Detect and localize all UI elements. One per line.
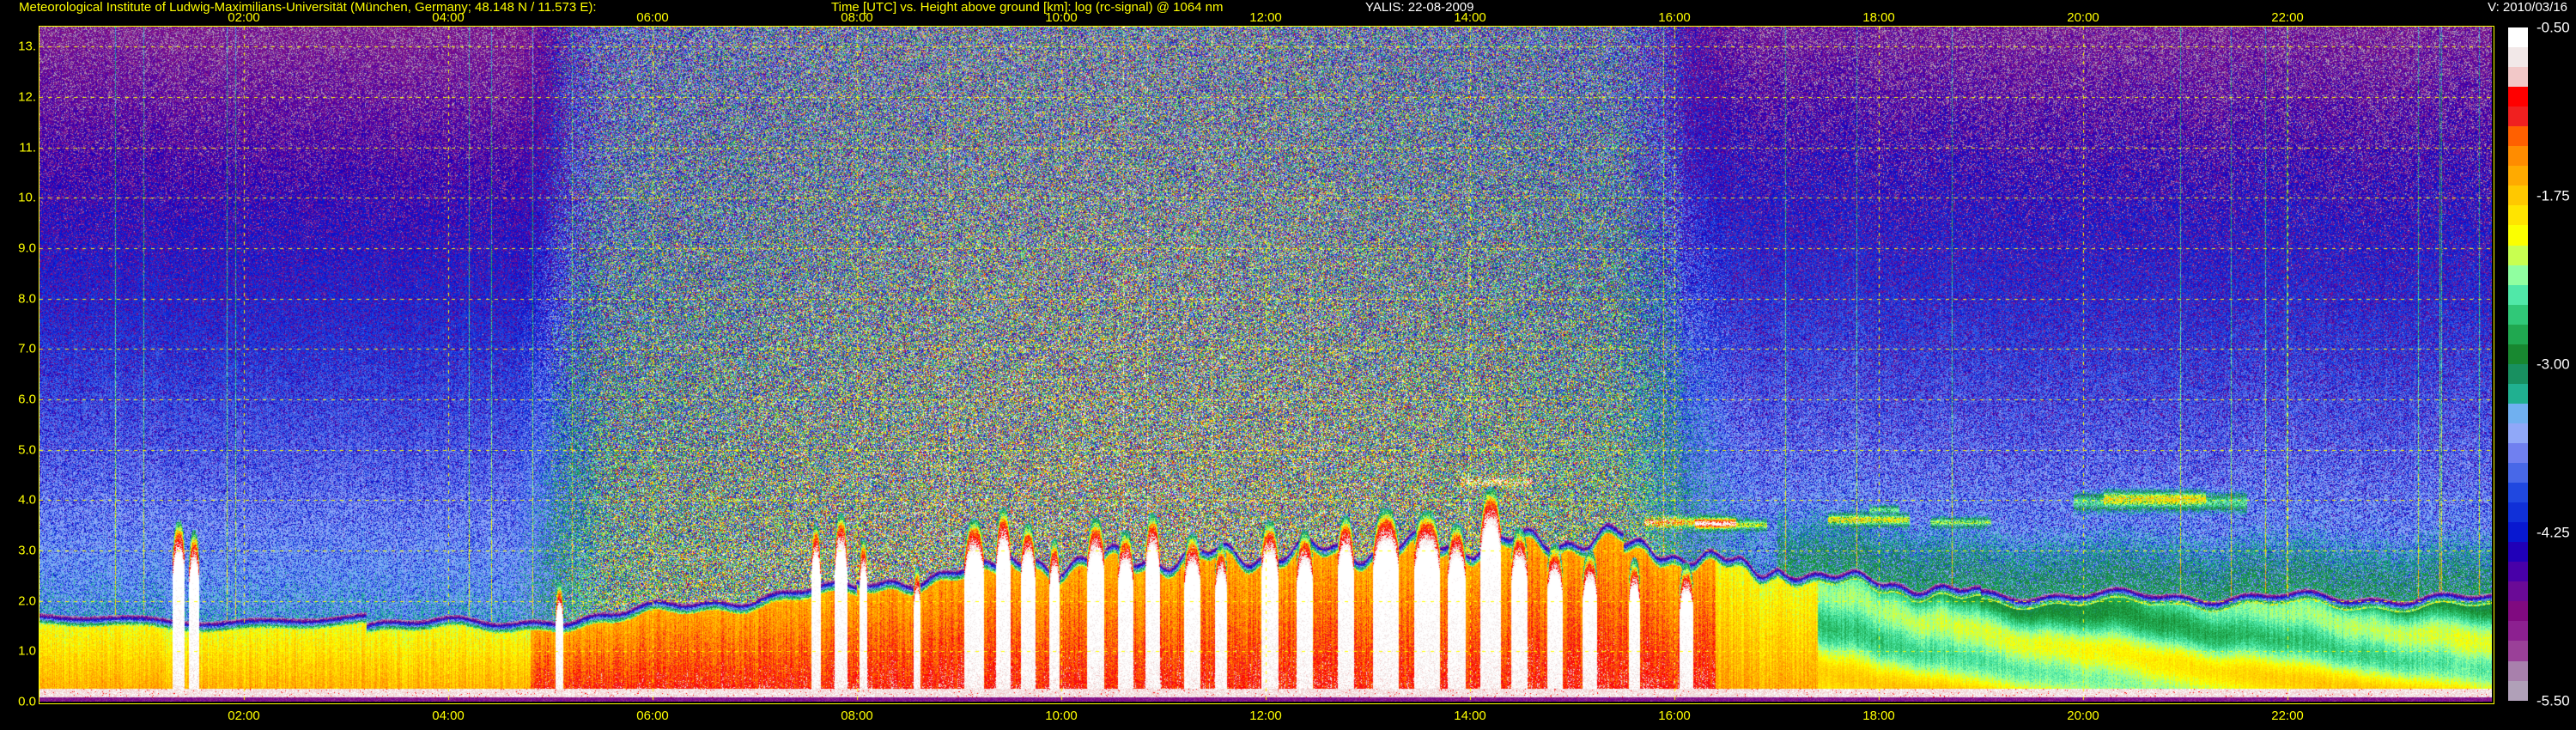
plot-description-title: Time [UTC] vs. Height above ground [km]:… bbox=[831, 0, 1224, 15]
y-tick-13: 13. bbox=[18, 39, 36, 54]
colorbar-segment bbox=[2508, 146, 2528, 167]
colorbar-segment bbox=[2508, 27, 2528, 48]
colorbar-segment bbox=[2508, 265, 2528, 285]
x-tick-bottom-2000: 20:00 bbox=[2067, 709, 2099, 723]
x-tick-bottom-0600: 06:00 bbox=[636, 709, 669, 723]
colorbar-segment bbox=[2508, 442, 2528, 464]
colorbar-segment bbox=[2508, 126, 2528, 147]
colorbar-segment bbox=[2508, 225, 2528, 246]
colorbar-segment bbox=[2508, 423, 2528, 443]
y-tick-5: 5.0 bbox=[18, 442, 36, 458]
colorbar-segment bbox=[2508, 660, 2528, 681]
x-tick-bottom-1000: 10:00 bbox=[1045, 709, 1078, 723]
colorbar-segment bbox=[2508, 47, 2528, 68]
colorbar-segment bbox=[2508, 581, 2528, 602]
colorbar-segment bbox=[2508, 641, 2528, 661]
x-tick-top-1400: 14:00 bbox=[1454, 10, 1486, 25]
y-tick-3: 3.0 bbox=[18, 543, 36, 558]
colorbar-tick-3: -4.25 bbox=[2537, 524, 2570, 541]
x-tick-top-0200: 02:00 bbox=[228, 10, 260, 25]
y-tick-10: 10. bbox=[18, 190, 36, 205]
x-tick-bottom-1400: 14:00 bbox=[1454, 709, 1486, 723]
colorbar-segment bbox=[2508, 680, 2528, 701]
time-height-heatmap[interactable] bbox=[39, 26, 2494, 704]
colorbar-segment bbox=[2508, 245, 2528, 265]
x-tick-top-1000: 10:00 bbox=[1045, 10, 1078, 25]
x-tick-bottom-1600: 16:00 bbox=[1658, 709, 1691, 723]
colorbar-segment bbox=[2508, 403, 2528, 423]
x-tick-bottom-0800: 08:00 bbox=[841, 709, 873, 723]
heatmap-canvas bbox=[39, 27, 2492, 702]
colorbar-tick-4: -5.50 bbox=[2537, 692, 2570, 709]
y-tick-11: 11. bbox=[19, 140, 36, 155]
institute-title: Meteorological Institute of Ludwig-Maxim… bbox=[19, 0, 597, 15]
colorbar-tick-0: -0.50 bbox=[2537, 19, 2570, 36]
x-tick-bottom-1200: 12:00 bbox=[1249, 709, 1282, 723]
colorbar-segment bbox=[2508, 324, 2528, 344]
colorbar-segment bbox=[2508, 344, 2528, 364]
y-tick-6: 6.0 bbox=[18, 392, 36, 407]
y-tick-7: 7.0 bbox=[18, 341, 36, 356]
y-tick-9: 9.0 bbox=[18, 240, 36, 256]
colorbar-tick-2: -3.00 bbox=[2537, 356, 2570, 373]
colorbar-segment bbox=[2508, 483, 2528, 503]
y-tick-2: 2.0 bbox=[18, 593, 36, 609]
x-tick-top-2000: 20:00 bbox=[2067, 10, 2099, 25]
colorbar-segment bbox=[2508, 87, 2528, 107]
colorbar-segment bbox=[2508, 522, 2528, 543]
colorbar-segment bbox=[2508, 383, 2528, 404]
colorbar-segment bbox=[2508, 601, 2528, 622]
colorbar-segment bbox=[2508, 67, 2528, 88]
colorbar-segment bbox=[2508, 186, 2528, 206]
x-tick-bottom-2200: 22:00 bbox=[2271, 709, 2304, 723]
y-tick-0: 0.0 bbox=[18, 694, 36, 709]
colorbar-segment bbox=[2508, 463, 2528, 484]
colorbar-segment bbox=[2508, 205, 2528, 226]
x-tick-top-1800: 18:00 bbox=[1862, 10, 1895, 25]
colorbar-segment bbox=[2508, 621, 2528, 642]
y-tick-4: 4.0 bbox=[18, 492, 36, 508]
colorbar-segment bbox=[2508, 106, 2528, 127]
x-tick-top-0600: 06:00 bbox=[636, 10, 669, 25]
colorbar-segment bbox=[2508, 502, 2528, 523]
x-tick-bottom-0200: 02:00 bbox=[228, 709, 260, 723]
x-tick-bottom-1800: 18:00 bbox=[1862, 709, 1895, 723]
x-tick-top-0400: 04:00 bbox=[432, 10, 465, 25]
x-tick-top-1200: 12:00 bbox=[1249, 10, 1282, 25]
colorbar-segment bbox=[2508, 363, 2528, 384]
colorbar-segment bbox=[2508, 304, 2528, 325]
x-tick-top-0800: 08:00 bbox=[841, 10, 873, 25]
colorbar-tick-1: -1.75 bbox=[2537, 187, 2570, 204]
y-tick-12: 12. bbox=[18, 89, 36, 105]
colorbar-segment bbox=[2508, 562, 2528, 582]
y-tick-8: 8.0 bbox=[18, 291, 36, 307]
version-label: V: 2010/03/16 bbox=[2488, 0, 2567, 15]
x-tick-bottom-0400: 04:00 bbox=[432, 709, 465, 723]
instrument-date-label: YALIS: 22-08-2009 bbox=[1365, 0, 1474, 15]
x-tick-top-1600: 16:00 bbox=[1658, 10, 1691, 25]
colorbar-segment bbox=[2508, 542, 2528, 563]
colorbar-segment bbox=[2508, 166, 2528, 186]
y-tick-1: 1.0 bbox=[18, 643, 36, 659]
x-tick-top-2200: 22:00 bbox=[2271, 10, 2304, 25]
colorbar-segment bbox=[2508, 284, 2528, 305]
colorbar[interactable] bbox=[2508, 27, 2528, 701]
